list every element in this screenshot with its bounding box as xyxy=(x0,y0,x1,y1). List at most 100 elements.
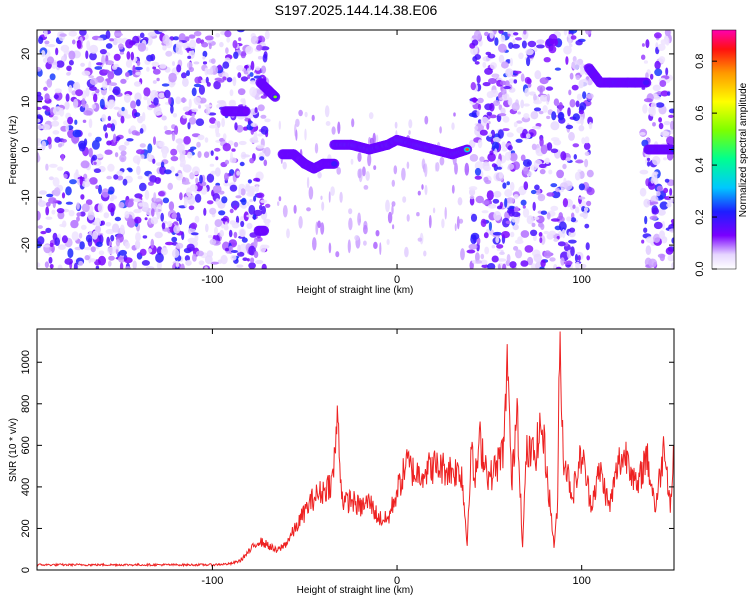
spectrogram-cell xyxy=(260,65,267,74)
spectrogram-cell xyxy=(65,124,69,133)
spectrogram-cell xyxy=(314,143,319,154)
spectrogram-cell xyxy=(477,97,484,104)
spectrogram-cell xyxy=(133,81,142,87)
spectrogram-cell xyxy=(186,187,192,197)
spectrogram-cell xyxy=(230,254,237,261)
spectrogram-cell xyxy=(105,43,113,49)
spectrogram-cell xyxy=(507,33,511,37)
spectrogram-cell xyxy=(74,119,78,125)
spectrogram-cell xyxy=(250,60,255,71)
spectrogram-cell xyxy=(304,128,307,141)
spectrogram-cell xyxy=(501,88,507,95)
spectrogram-cell xyxy=(186,70,190,77)
spectrogram-cell xyxy=(130,100,137,109)
spectrogram-cell xyxy=(52,130,60,135)
spectrogram-cell xyxy=(175,242,184,249)
spectrogram-cell xyxy=(306,207,311,212)
spectrogram-cell xyxy=(572,143,580,148)
spectrogram-cell xyxy=(513,70,522,74)
spectrogram-cell xyxy=(180,158,186,166)
spectrogram-cell xyxy=(247,187,255,196)
spectrogram-cell xyxy=(175,138,184,144)
spectrogram-cell xyxy=(152,158,156,164)
spectrogram-cell xyxy=(217,79,225,83)
spectrogram-cell xyxy=(586,93,594,99)
snr-ytick-label: 0 xyxy=(20,567,32,573)
spectrogram-cell xyxy=(191,108,198,113)
spectrogram-cell xyxy=(368,112,374,120)
spectrogram-cell xyxy=(146,66,150,72)
spectrogram-cell xyxy=(671,222,674,227)
spectrogram-cell xyxy=(175,260,180,268)
spectrogram-cell xyxy=(513,79,518,84)
spectrogram-cell xyxy=(582,210,588,220)
spectrogram-cell xyxy=(146,54,154,62)
spectrogram-cell xyxy=(68,84,73,93)
spectrogram-cell xyxy=(653,95,661,100)
spectrogram-cell xyxy=(136,60,141,66)
spectrogram-cell xyxy=(652,155,661,166)
spectrogram-cell xyxy=(260,114,267,119)
spectrogram-cell xyxy=(203,207,207,216)
spectrogram-cell xyxy=(91,104,97,109)
spectrogram-cell xyxy=(224,172,229,181)
spectrogram-cell xyxy=(501,141,506,149)
spectrogram-cell xyxy=(641,54,646,60)
spectrogram-cell xyxy=(639,132,646,136)
spectrogram-cell xyxy=(406,161,410,169)
spectrogram-cell xyxy=(188,34,196,39)
spectrogram-cell xyxy=(665,247,674,255)
spectrogram-cell xyxy=(139,143,146,148)
spectrogram-cell xyxy=(165,50,173,57)
spectrogram-cell xyxy=(65,186,72,196)
spectrogram-cell xyxy=(584,151,590,156)
spectrogram-cell xyxy=(189,39,197,50)
spectrogram-cell xyxy=(37,225,43,229)
spectrogram-cell xyxy=(560,151,567,161)
spectrogram-cell xyxy=(474,175,482,180)
spectrogram-cell xyxy=(469,195,475,200)
snr-frame xyxy=(36,328,675,571)
spectrogram-cell xyxy=(216,100,226,104)
spectrogram-cell xyxy=(217,64,222,71)
spectrogram-cell xyxy=(565,157,571,162)
spectrogram-cell xyxy=(125,72,130,77)
spectrogram-cell xyxy=(236,170,241,176)
spectrogram-cell xyxy=(215,198,220,205)
spectrogram-cell xyxy=(123,93,131,103)
spectrogram-cell xyxy=(249,80,257,85)
spectrogram-cell xyxy=(511,102,520,112)
spectrogram-cell xyxy=(147,32,157,37)
spectrogram-cell xyxy=(512,43,520,49)
spectrogram-cell xyxy=(246,201,250,207)
spectrogram-cell xyxy=(253,177,261,182)
snr-ytick-label: 400 xyxy=(20,478,32,496)
spectrogram-cell xyxy=(669,120,674,130)
snr-ytick-label: 200 xyxy=(20,519,32,537)
spectrogram-cell xyxy=(657,43,666,51)
spectrogram-cell xyxy=(105,30,111,39)
spectrogram-cell xyxy=(583,142,591,150)
spectrogram-cell xyxy=(571,212,575,219)
spectrogram-cell xyxy=(134,208,140,213)
spectrogram-cell xyxy=(48,176,55,181)
spectrogram-cell xyxy=(503,86,511,90)
spectrogram-cell xyxy=(255,66,261,71)
spectrogram-cell xyxy=(220,254,228,265)
spectrogram-cell xyxy=(496,158,502,167)
spectrogram-cell xyxy=(240,50,246,59)
spectrogram-cell xyxy=(244,65,249,69)
spectrogram-cell xyxy=(666,136,674,146)
spectrogram-cell xyxy=(253,250,259,259)
spectrogram-cell xyxy=(41,124,51,131)
spectrogram-cell xyxy=(186,243,195,252)
spectrogram-cell xyxy=(146,152,152,162)
spectrogram-cell xyxy=(233,141,239,148)
spectrogram-cell xyxy=(363,240,367,246)
spectrogram-cell xyxy=(249,86,257,97)
spectrogram-cell xyxy=(337,121,341,135)
spectrogram-cell xyxy=(122,178,128,186)
spectrogram-cell xyxy=(491,255,499,263)
spectrogram-cell xyxy=(209,117,217,124)
spectrogram-cell xyxy=(347,239,351,254)
